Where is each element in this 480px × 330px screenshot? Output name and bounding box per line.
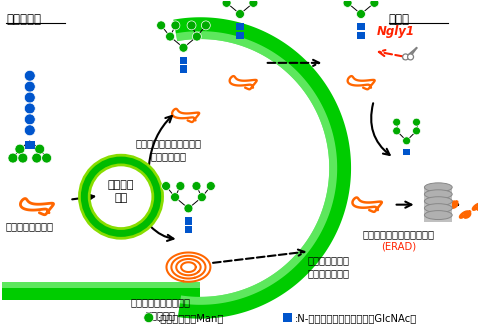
Text: 新生糖タンパク質: 新生糖タンパク質 xyxy=(6,221,54,232)
Circle shape xyxy=(176,182,185,190)
Circle shape xyxy=(179,43,188,52)
Circle shape xyxy=(24,125,35,136)
Circle shape xyxy=(162,182,170,190)
Circle shape xyxy=(35,144,45,154)
Bar xyxy=(25,141,35,149)
Bar xyxy=(357,32,365,39)
Circle shape xyxy=(24,114,35,125)
Ellipse shape xyxy=(424,211,452,219)
Circle shape xyxy=(18,153,28,163)
Circle shape xyxy=(32,153,42,163)
Circle shape xyxy=(8,153,18,163)
Circle shape xyxy=(42,153,51,163)
Text: (ERAD): (ERAD) xyxy=(381,241,416,251)
Circle shape xyxy=(184,204,193,213)
Text: 細胞質: 細胞質 xyxy=(389,13,410,26)
Circle shape xyxy=(187,21,196,30)
Text: プロテアソームによる分解: プロテアソームによる分解 xyxy=(363,229,435,240)
Bar xyxy=(185,217,192,225)
Text: 正しく折りたたまれた
タンパク質: 正しく折りたたまれた タンパク質 xyxy=(131,297,191,320)
Circle shape xyxy=(403,137,410,145)
Ellipse shape xyxy=(424,197,452,206)
Circle shape xyxy=(403,54,408,60)
Circle shape xyxy=(24,103,35,114)
Circle shape xyxy=(393,127,401,135)
Circle shape xyxy=(222,0,231,7)
Circle shape xyxy=(197,193,206,202)
Bar xyxy=(357,23,365,30)
Circle shape xyxy=(206,182,215,190)
Circle shape xyxy=(166,32,175,41)
Bar xyxy=(236,23,244,30)
Circle shape xyxy=(408,54,414,60)
Circle shape xyxy=(192,32,202,41)
Circle shape xyxy=(343,0,352,7)
Text: :マンノース（Man）: :マンノース（Man） xyxy=(158,313,224,323)
Bar xyxy=(180,57,187,64)
Circle shape xyxy=(144,313,154,323)
Bar xyxy=(424,187,452,222)
Bar xyxy=(2,282,200,300)
Circle shape xyxy=(370,0,379,7)
Circle shape xyxy=(192,182,201,190)
Bar xyxy=(180,65,187,73)
Text: 小胞体内腔: 小胞体内腔 xyxy=(6,13,41,26)
Bar xyxy=(185,226,192,233)
Bar xyxy=(2,282,200,288)
Ellipse shape xyxy=(424,183,452,192)
Circle shape xyxy=(24,81,35,92)
Text: Ngly1: Ngly1 xyxy=(377,25,415,38)
Circle shape xyxy=(393,118,401,126)
Bar xyxy=(283,313,291,322)
Circle shape xyxy=(24,70,35,81)
Circle shape xyxy=(171,21,180,30)
Text: 小胞輸送により
各々の目的地へ: 小胞輸送により 各々の目的地へ xyxy=(307,255,349,278)
Circle shape xyxy=(412,127,420,135)
Circle shape xyxy=(202,21,210,30)
Polygon shape xyxy=(176,31,337,305)
Ellipse shape xyxy=(424,204,452,213)
Circle shape xyxy=(170,193,180,202)
Ellipse shape xyxy=(424,190,452,199)
Bar xyxy=(236,32,244,39)
Circle shape xyxy=(249,0,258,7)
Circle shape xyxy=(357,10,365,18)
Text: 正しくない折りたたみの
糖タンパク質: 正しくない折りたたみの 糖タンパク質 xyxy=(136,138,202,161)
Text: 品質管理
機構: 品質管理 機構 xyxy=(108,180,134,203)
Polygon shape xyxy=(173,17,351,319)
Circle shape xyxy=(236,10,244,18)
Bar xyxy=(403,149,410,155)
Text: :N-アセチルグルコサミン（GlcNAc）: :N-アセチルグルコサミン（GlcNAc） xyxy=(295,313,417,323)
Circle shape xyxy=(15,144,25,154)
Circle shape xyxy=(24,92,35,103)
Circle shape xyxy=(156,21,166,30)
Circle shape xyxy=(412,118,420,126)
